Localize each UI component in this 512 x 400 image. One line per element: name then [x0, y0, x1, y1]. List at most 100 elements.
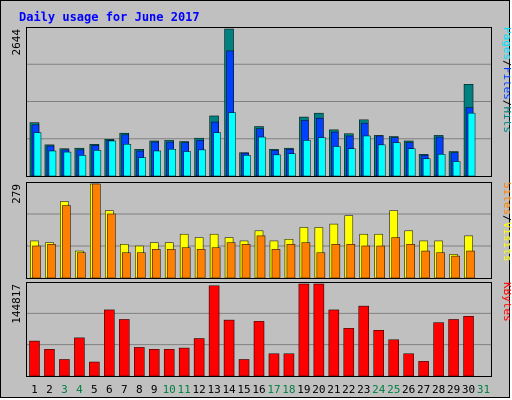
panel-requests: 2644 Pages/Files/Hits	[10, 27, 511, 177]
bar-sites-day-22	[346, 244, 356, 279]
bar-kbytes-day-8	[134, 347, 145, 377]
bar-pages-day-26	[407, 148, 416, 177]
bar-kbytes-day-1	[29, 340, 40, 377]
bar-pages-day-25	[392, 142, 401, 177]
x-tick-label-day-22: 22	[342, 383, 355, 396]
panel-requests-ymax-label: 2644	[10, 29, 23, 56]
bar-kbytes-day-10	[163, 349, 175, 377]
bar-kbytes-day-29	[448, 319, 459, 377]
bar-pages-day-10	[168, 149, 176, 177]
bar-sites-day-27	[421, 250, 430, 279]
bar-pages-day-1	[33, 132, 42, 177]
bar-pages-day-3	[63, 151, 72, 177]
bar-pages-day-14	[228, 112, 236, 177]
bar-pages-day-17	[273, 154, 281, 177]
bar-kbytes-day-4	[74, 337, 85, 377]
bar-sites-day-7	[122, 252, 131, 279]
side-label-part: Pages	[501, 27, 511, 60]
bar-sites-day-30	[466, 250, 475, 279]
x-tick-label-day-1: 1	[31, 383, 38, 396]
x-tick-label-day-18: 18	[282, 383, 295, 396]
bar-pages-day-4	[78, 155, 87, 177]
bar-kbytes-day-6	[104, 309, 115, 377]
bar-kbytes-day-16	[253, 321, 265, 377]
x-tick-label-day-31: 31	[477, 383, 490, 396]
bar-kbytes-day-22	[343, 328, 355, 377]
panel-visitors-ymax-label: 279	[10, 184, 23, 204]
bar-pages-day-2	[48, 150, 57, 177]
x-tick-label-day-3: 3	[61, 383, 68, 396]
chart-title: Daily usage for June 2017	[19, 10, 200, 24]
bar-pages-day-6	[108, 140, 117, 177]
side-label-part: Sites	[501, 182, 511, 215]
series-pages	[33, 112, 476, 177]
bar-sites-day-3	[62, 205, 71, 279]
bar-sites-day-23	[361, 245, 371, 279]
bar-sites-day-20	[316, 252, 326, 279]
bar-pages-day-20	[318, 137, 326, 177]
side-label-part: Visits	[501, 222, 511, 262]
x-tick-label-day-26: 26	[402, 383, 415, 396]
bar-pages-day-30	[467, 112, 476, 177]
panel-volume-side-label: KBytes	[501, 282, 511, 322]
x-tick-label-day-8: 8	[136, 383, 143, 396]
bar-pages-day-18	[288, 153, 296, 177]
bar-sites-day-9	[151, 249, 161, 279]
x-tick-label-day-17: 17	[267, 383, 280, 396]
bar-pages-day-13	[213, 132, 221, 177]
side-label-part: Files	[501, 67, 511, 100]
panel-requests-side-label: Pages/Files/Hits	[501, 27, 511, 133]
bar-kbytes-day-2	[44, 349, 55, 377]
bar-sites-day-16	[256, 235, 266, 279]
bar-kbytes-day-30	[463, 316, 474, 377]
bar-kbytes-day-21	[328, 309, 340, 377]
bar-sites-day-5	[92, 183, 101, 279]
x-tick-label-day-2: 2	[46, 383, 53, 396]
bar-sites-day-24	[376, 245, 385, 279]
side-label-part: /	[501, 215, 511, 222]
x-tick-label-day-4: 4	[76, 383, 83, 396]
bar-sites-day-8	[137, 252, 146, 279]
x-tick-label-day-5: 5	[91, 383, 98, 396]
bar-pages-day-23	[363, 135, 371, 177]
bar-kbytes-day-3	[59, 359, 70, 377]
bar-pages-day-12	[198, 149, 206, 177]
bar-sites-day-13	[211, 247, 221, 279]
bar-kbytes-day-9	[148, 349, 160, 377]
bar-pages-day-16	[258, 136, 266, 177]
bar-sites-day-26	[406, 244, 415, 279]
bar-kbytes-day-7	[119, 319, 130, 377]
bar-kbytes-day-14	[223, 319, 235, 377]
bar-pages-day-24	[377, 144, 386, 177]
panel-volume-ymax-label: 144817	[10, 284, 23, 324]
panel-volume: 144817 KBytes	[10, 282, 511, 377]
chart-panels: 2644 Pages/Files/Hits 279 Sites/Visits 14481…	[10, 27, 511, 377]
bar-sites-day-10	[166, 249, 176, 279]
series-sites	[32, 183, 475, 279]
bar-sites-day-2	[47, 244, 56, 279]
bar-sites-day-4	[77, 252, 86, 279]
x-tick-label-day-24: 24	[372, 383, 386, 396]
x-tick-label-day-30: 30	[462, 383, 475, 396]
x-tick-label-day-12: 12	[193, 383, 206, 396]
x-tick-label-day-29: 29	[447, 383, 460, 396]
bar-kbytes-day-19	[298, 283, 310, 377]
bar-pages-day-8	[138, 157, 147, 177]
bar-pages-day-22	[348, 148, 356, 177]
x-tick-label-day-19: 19	[297, 383, 310, 396]
x-tick-label-day-20: 20	[312, 383, 325, 396]
side-label-part: Hits	[501, 107, 511, 134]
bar-sites-day-6	[107, 213, 116, 279]
bar-kbytes-day-11	[178, 347, 190, 377]
x-tick-label-day-16: 16	[252, 383, 265, 396]
bar-kbytes-day-13	[208, 285, 220, 377]
bar-kbytes-day-17	[268, 353, 280, 377]
x-tick-label-day-6: 6	[106, 383, 113, 396]
bar-kbytes-day-26	[403, 353, 414, 377]
x-tick-label-day-25: 25	[387, 383, 400, 396]
bar-sites-day-17	[271, 249, 281, 279]
bar-pages-day-15	[243, 155, 251, 177]
bar-sites-day-1	[32, 245, 41, 279]
bar-sites-day-25	[391, 237, 400, 279]
bar-pages-day-11	[183, 151, 191, 177]
